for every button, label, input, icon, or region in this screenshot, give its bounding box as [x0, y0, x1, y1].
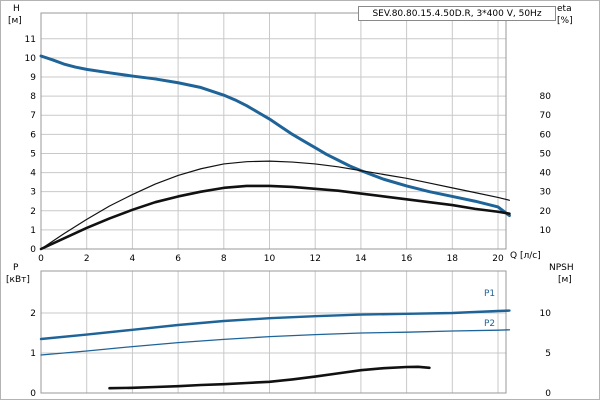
y-right-tick-label: 10	[540, 309, 552, 319]
plot-frame	[40, 270, 507, 394]
y-right-tick-label: 0	[545, 389, 551, 399]
pump-model-title-box: SEV.80.80.15.4.50D.R, 3*400 V, 50Hz	[358, 6, 556, 21]
plot-frame	[40, 12, 507, 250]
y-right-tick-label: 80	[540, 92, 552, 102]
x-tick-label: 2	[84, 254, 90, 264]
y-left-tick-label: 11	[25, 35, 36, 45]
y-right-tick-label: 30	[540, 188, 552, 198]
P1-curve	[39, 309, 511, 341]
x-tick-label: 4	[130, 254, 136, 264]
p-axis-name: P	[13, 263, 19, 273]
y-right-tick-label: 50	[540, 149, 552, 159]
y-left-tick-label: 3	[30, 188, 36, 198]
y-left-tick-label: 1	[30, 349, 36, 359]
h-axis-name: H	[13, 4, 20, 14]
y-left-tick-label: 0	[30, 245, 36, 255]
y-left-tick-label: 8	[30, 92, 36, 102]
y-left-tick-label: 5	[30, 149, 36, 159]
q-axis-label: Q [л/с]	[510, 251, 541, 261]
y-left-tick-label: 4	[30, 169, 36, 179]
h-axis-unit: [м]	[8, 16, 22, 26]
x-tick-label: 16	[401, 254, 413, 264]
pump-model-title: SEV.80.80.15.4.50D.R, 3*400 V, 50Hz	[372, 9, 542, 19]
x-tick-label: 6	[175, 254, 181, 264]
y-left-tick-label: 6	[30, 130, 36, 140]
y-left-tick-label: 2	[30, 207, 36, 217]
y-right-tick-label: 70	[540, 111, 552, 121]
x-tick-label: 14	[355, 254, 367, 264]
x-tick-label: 0	[38, 254, 44, 264]
x-tick-label: 12	[309, 254, 320, 264]
npsh-axis-name: NPSH	[549, 263, 574, 273]
NPSH-curve	[108, 365, 431, 390]
y-left-tick-label: 1	[30, 226, 36, 236]
y-left-tick-label: 9	[30, 73, 36, 83]
eta-axis-unit: [%]	[557, 16, 573, 26]
y-left-tick-label: 2	[30, 309, 36, 319]
x-tick-label: 18	[447, 254, 459, 264]
p1-curve-label: P1	[484, 289, 496, 299]
head-curve-curve	[39, 54, 511, 218]
p-axis-unit: [кВт]	[6, 275, 30, 285]
efficiency-pump-curve	[40, 160, 511, 250]
y-left-tick-label: 0	[30, 389, 36, 399]
efficiency-total-curve	[39, 184, 511, 251]
eta-axis-name: eta	[557, 4, 572, 14]
y-right-tick-label: 20	[540, 207, 552, 217]
p2-curve-label: P2	[484, 319, 496, 329]
y-right-tick-label: 5	[545, 349, 551, 359]
y-right-tick-label: 60	[540, 130, 552, 140]
P2-curve	[40, 329, 511, 356]
y-right-tick-label: 10	[540, 226, 552, 236]
y-right-tick-label: 40	[540, 169, 552, 179]
y-left-tick-label: 7	[30, 111, 36, 121]
x-tick-label: 20	[492, 254, 504, 264]
x-tick-label: 10	[264, 254, 276, 264]
y-left-tick-label: 10	[25, 54, 37, 64]
x-tick-label: 8	[221, 254, 227, 264]
npsh-axis-unit: [м]	[558, 275, 572, 285]
